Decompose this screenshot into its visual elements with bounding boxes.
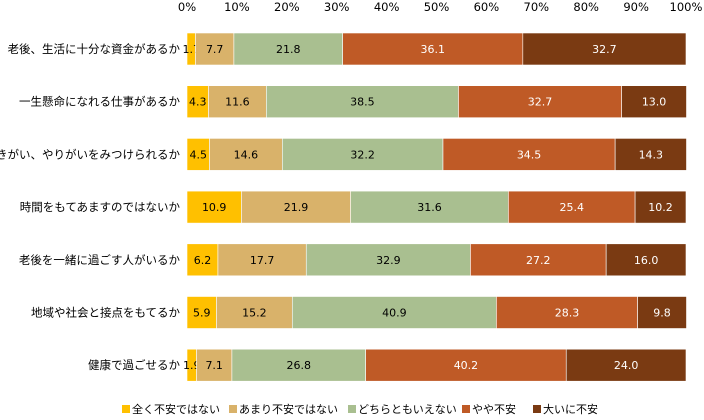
x-tick-label: 60% <box>474 0 500 14</box>
category-labels: 老後、生活に十分な資金があるか一生懸命になれる仕事があるか生きがい、やりがいをみ… <box>0 42 180 372</box>
bars: 1.7 7.7 21.8 36.1 32.74.3 11.6 38.5 32.7 13.04.5… <box>182 32 687 382</box>
data-label: 32.7 <box>528 96 553 109</box>
data-label: 32.2 <box>350 148 375 161</box>
data-label: 1.9 <box>183 359 201 372</box>
legend-label: 大いに不安 <box>543 402 598 416</box>
legend-label: どちらともいえない <box>358 403 457 416</box>
category-label: 生きがい、やりがいをみつけられるか <box>0 147 180 161</box>
bar-segment <box>522 32 687 66</box>
legend-label: 全く不安ではない <box>132 402 220 416</box>
bar-segment <box>216 296 293 329</box>
x-axis-ticks: 0% 10% 20% 30% 40% 50% 60% 70% 80% 90% 100% <box>178 0 703 14</box>
data-label: 34.5 <box>517 148 542 161</box>
x-tick-label: 30% <box>324 0 350 14</box>
bar-segment <box>634 190 687 224</box>
data-label: 17.7 <box>250 254 275 267</box>
bar-segment <box>209 138 283 171</box>
bar-segment <box>637 296 687 329</box>
data-label: 21.8 <box>276 43 301 56</box>
legend-swatch <box>462 405 470 413</box>
bar-segment <box>282 138 444 171</box>
x-tick-label: 40% <box>374 0 400 14</box>
bar-segment <box>470 243 607 277</box>
x-tick-label: 70% <box>524 0 550 14</box>
data-label: 5.9 <box>193 307 211 320</box>
category-label: 一生懸命になれる仕事があるか <box>19 95 180 109</box>
bar-segment <box>208 85 267 118</box>
data-label: 14.3 <box>639 148 664 161</box>
x-tick-label: 50% <box>424 0 450 14</box>
legend: 全く不安ではない あまり不安ではない どちらともいえない やや不安 大いに不安 <box>122 402 598 416</box>
bar-segment <box>196 348 233 382</box>
x-tick-label: 10% <box>224 0 250 14</box>
category-label: 健康で過ごせるか <box>88 358 180 372</box>
data-label: 4.3 <box>189 96 207 109</box>
bar-segment <box>217 243 307 277</box>
data-label: 16.0 <box>634 254 659 267</box>
bar-segment <box>241 190 351 224</box>
x-tick-label: 100% <box>670 0 703 14</box>
legend-label: やや不安 <box>472 402 516 416</box>
data-label: 27.2 <box>526 254 551 267</box>
bar-segment <box>231 348 366 382</box>
data-label: 6.2 <box>194 254 212 267</box>
x-tick-label: 90% <box>623 0 649 14</box>
bar-segment <box>266 85 459 118</box>
data-label: 25.4 <box>559 201 584 214</box>
bar-segment <box>565 348 687 382</box>
bar-segment <box>342 32 524 66</box>
data-label: 32.9 <box>376 254 401 267</box>
bar-segment <box>365 348 567 382</box>
legend-swatch <box>533 405 541 413</box>
bar-segment <box>621 85 687 118</box>
data-label: 9.8 <box>653 307 671 320</box>
x-tick-label: 80% <box>573 0 599 14</box>
bar-segment <box>186 296 217 329</box>
data-label: 7.7 <box>206 43 224 56</box>
bar-segment <box>305 243 471 277</box>
legend-swatch <box>122 405 130 413</box>
category-label: 時間をもてあますのではないか <box>20 200 181 214</box>
bar-segment <box>605 243 687 277</box>
data-label: 40.2 <box>454 359 479 372</box>
data-label: 13.0 <box>642 96 667 109</box>
bar-segment <box>186 243 219 277</box>
category-label: 地域や社会と接点をもてるか <box>31 306 181 320</box>
x-tick-label: 20% <box>274 0 300 14</box>
legend-swatch <box>348 405 356 413</box>
bar-segment <box>496 296 638 329</box>
data-label: 40.9 <box>382 307 407 320</box>
bar-segment <box>350 190 509 224</box>
data-label: 38.5 <box>350 96 375 109</box>
category-label: 老後、生活に十分な資金があるか <box>8 42 181 56</box>
data-label: 11.6 <box>225 96 250 109</box>
bar-segment <box>458 85 622 118</box>
bar-segment <box>508 190 636 224</box>
legend-label: あまり不安ではない <box>239 402 338 416</box>
data-label: 15.2 <box>242 307 267 320</box>
category-label: 老後を一緒に過ごす人がいるか <box>19 253 181 267</box>
bar-segment <box>614 138 687 171</box>
x-tick-label: 0% <box>178 0 196 14</box>
data-label: 32.7 <box>592 43 617 56</box>
data-label: 36.1 <box>421 43 446 56</box>
data-label: 10.2 <box>648 201 673 214</box>
data-label: 26.8 <box>287 359 312 372</box>
data-label: 21.9 <box>284 201 309 214</box>
data-label: 28.3 <box>555 307 580 320</box>
bar-segment <box>195 32 235 66</box>
data-label: 7.1 <box>205 359 223 372</box>
data-label: 24.0 <box>614 359 639 372</box>
bar-segment <box>291 296 497 329</box>
data-label: 10.9 <box>202 201 227 214</box>
data-label: 31.6 <box>417 201 442 214</box>
data-label: 4.5 <box>189 148 207 161</box>
legend-swatch <box>229 405 237 413</box>
data-label: 14.6 <box>234 148 259 161</box>
